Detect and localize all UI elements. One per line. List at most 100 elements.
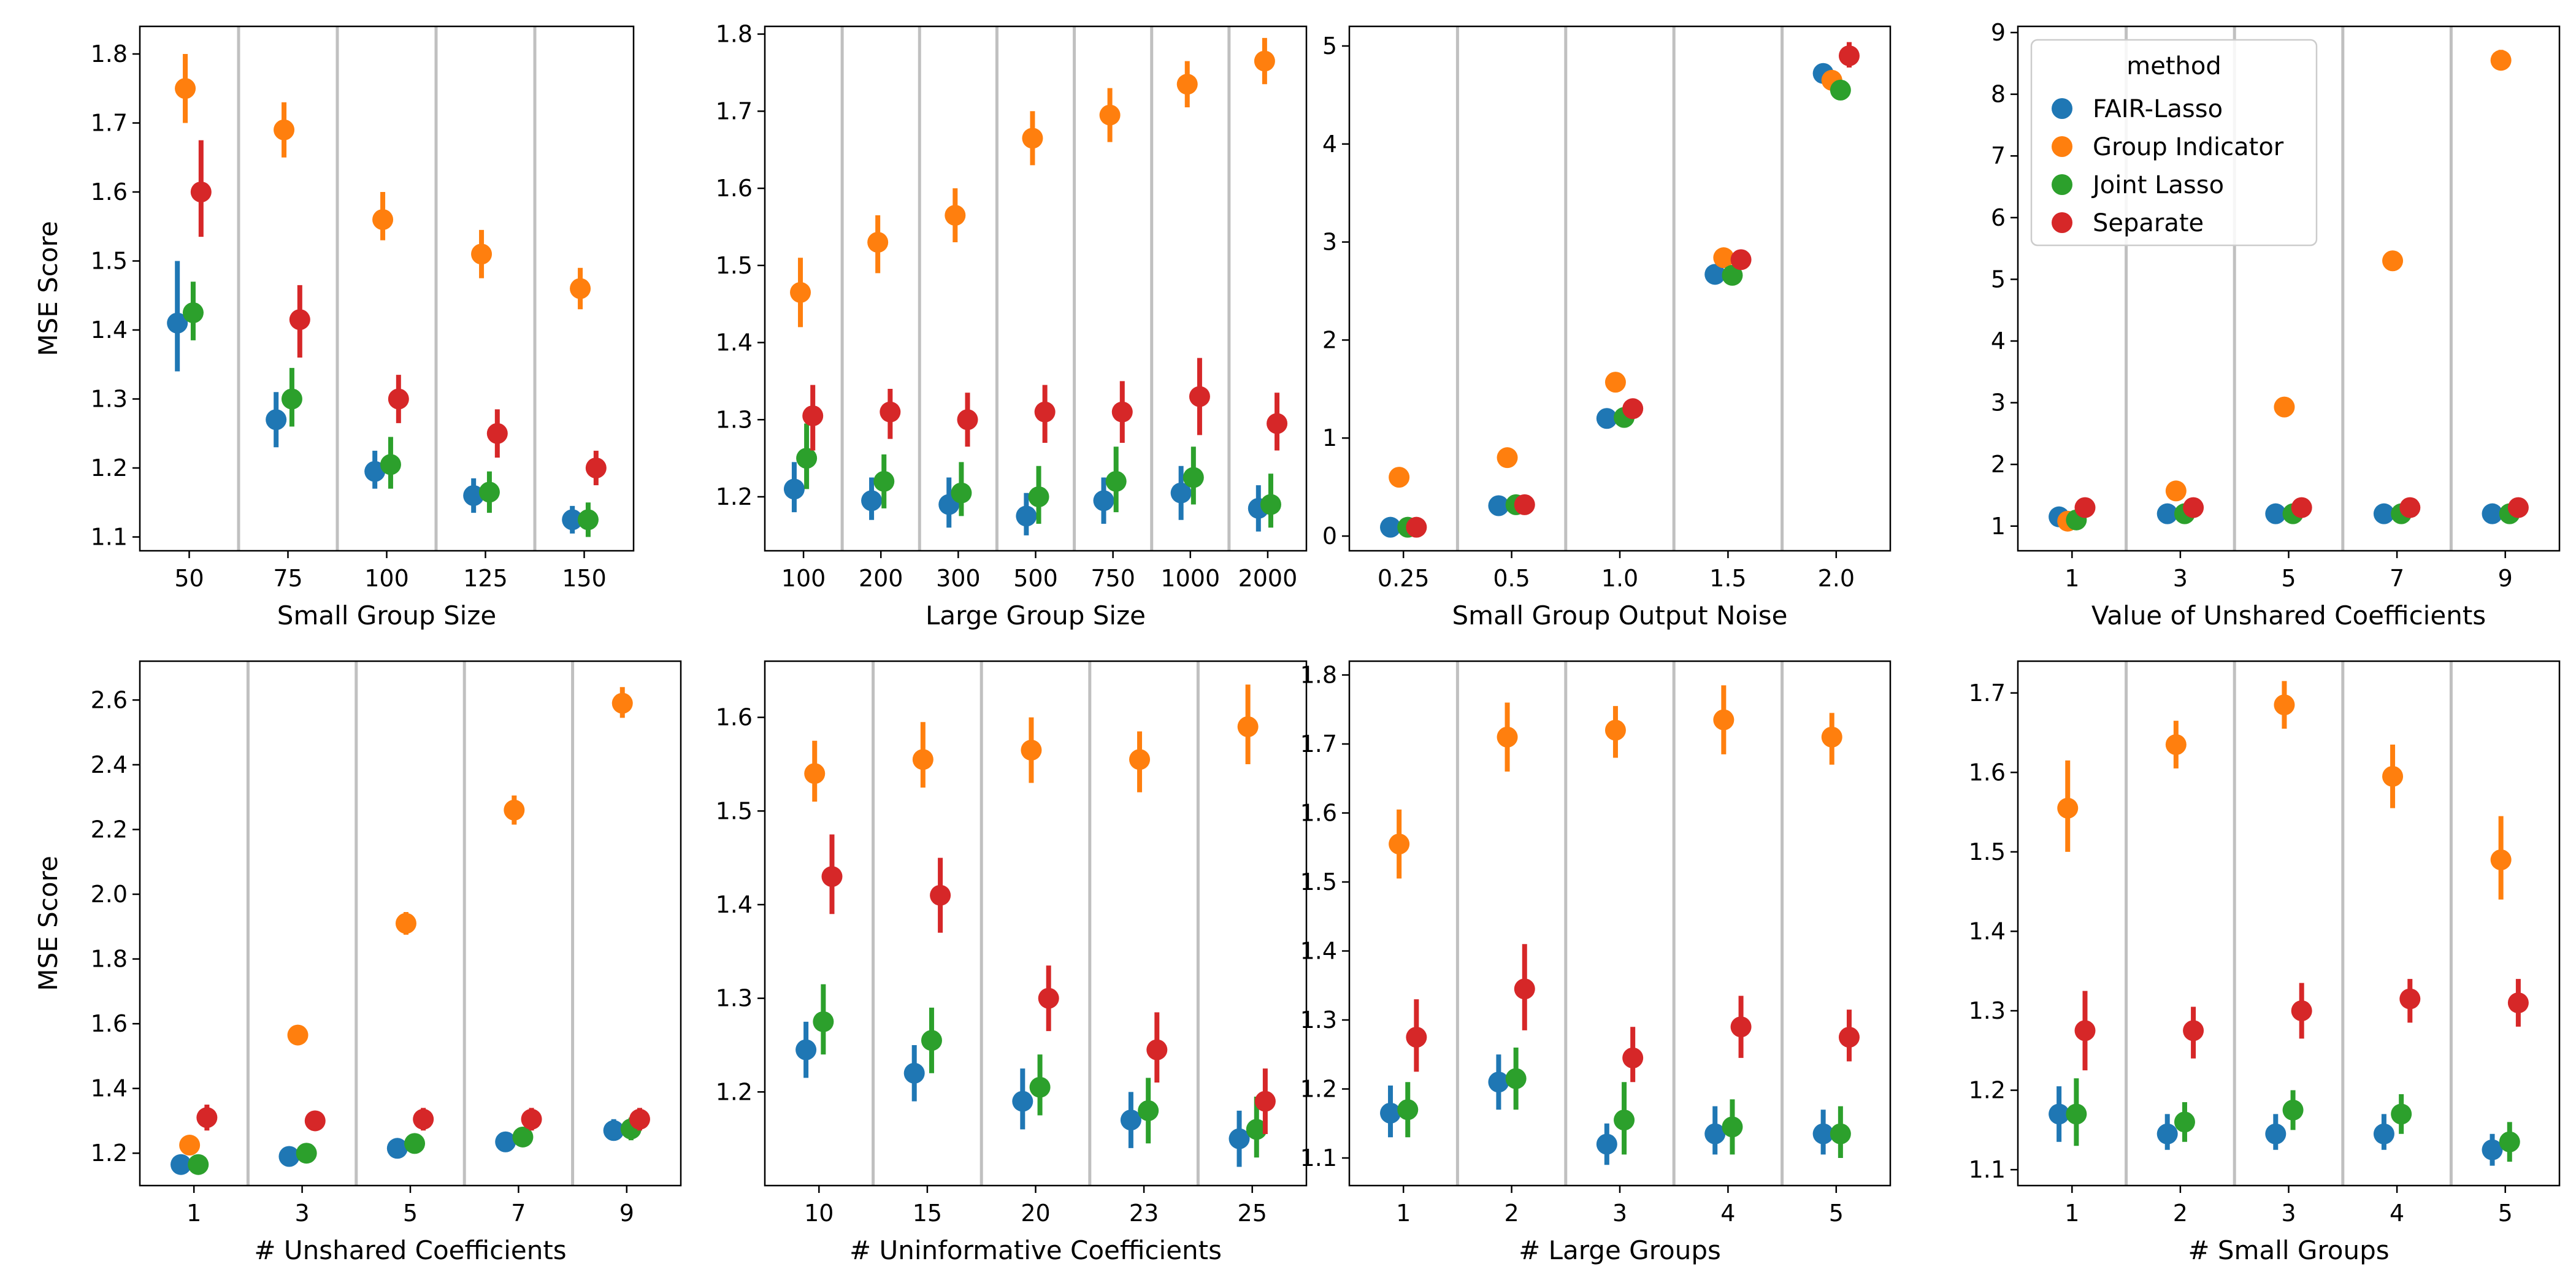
- data-point: [2482, 503, 2503, 524]
- data-point: [1812, 1123, 1834, 1144]
- x-axis-label: Small Group Size: [277, 600, 496, 631]
- y-tick-label: 1.8: [716, 21, 753, 48]
- data-point: [478, 481, 500, 503]
- data-point: [1016, 505, 1037, 527]
- data-point: [504, 799, 525, 821]
- data-point: [813, 1011, 834, 1032]
- data-point: [2391, 1103, 2412, 1125]
- data-point: [1622, 1047, 1644, 1068]
- chart-panel-3: 0 1 2 3 4 5 0.25 0.5 1.0 1.5 2.0 Small Group Output…: [1322, 25, 1892, 631]
- x-axis-label: # Unshared Coefficients: [254, 1235, 566, 1265]
- data-point: [903, 1062, 925, 1084]
- x-tick-label: 150: [562, 565, 607, 592]
- plot-area: [1349, 26, 1890, 551]
- x-tick-label: 750: [1091, 565, 1135, 592]
- data-point: [1105, 470, 1127, 492]
- data-point: [1120, 1110, 1141, 1131]
- data-point: [196, 1107, 218, 1129]
- x-tick-label: 20: [1021, 1200, 1050, 1227]
- x-tick-label: 1: [2064, 1200, 2079, 1227]
- x-tick-label: 3: [295, 1200, 310, 1227]
- data-point: [1488, 1071, 1509, 1093]
- data-point: [1406, 516, 1427, 538]
- x-tick-label: 3: [1612, 1200, 1627, 1227]
- data-point: [1099, 104, 1121, 126]
- x-tick-label: 200: [859, 565, 903, 592]
- y-tick-label: 1.2: [716, 483, 753, 510]
- legend-marker: [2052, 136, 2072, 157]
- data-point: [2049, 1103, 2070, 1125]
- data-point: [1497, 447, 1518, 469]
- y-tick-label: 1.6: [91, 1010, 128, 1037]
- y-tick-label: 3: [1991, 389, 2006, 416]
- plot-area: [765, 661, 1306, 1186]
- y-tick-label: 1.7: [1300, 730, 1337, 757]
- x-tick-label: 1000: [1160, 565, 1220, 592]
- legend-entry: FAIR-Lasso: [2093, 95, 2223, 123]
- data-point: [804, 763, 826, 784]
- data-point: [1389, 834, 1410, 855]
- x-tick-label: 10: [804, 1200, 834, 1227]
- x-axis-label: Large Group Size: [926, 600, 1146, 631]
- data-point: [930, 884, 951, 906]
- data-point: [2274, 396, 2295, 418]
- data-point: [783, 478, 805, 500]
- plot-area: [2018, 661, 2559, 1186]
- x-tick-label: 3: [2173, 565, 2188, 592]
- x-axis-label: # Large Groups: [1519, 1235, 1721, 1265]
- data-point: [873, 470, 895, 492]
- data-point: [867, 232, 889, 253]
- data-point: [1730, 249, 1752, 270]
- data-point: [880, 401, 901, 423]
- x-axis-label: # Small Groups: [2188, 1235, 2389, 1265]
- legend-entry: Group Indicator: [2093, 133, 2284, 161]
- data-point: [2507, 497, 2529, 518]
- y-tick-label: 1.6: [91, 178, 128, 205]
- data-point: [1838, 1027, 1860, 1048]
- data-point: [1596, 408, 1617, 429]
- x-tick-label: 7: [511, 1200, 526, 1227]
- x-axis-label: Small Group Output Noise: [1452, 600, 1788, 631]
- x-tick-label: 0.25: [1378, 565, 1430, 592]
- chart-panel-2: 1.2 1.3 1.4 1.5 1.6 1.7 1.8 100 200 300 500 750 1000…: [716, 21, 1308, 631]
- data-point: [951, 482, 972, 504]
- data-point: [266, 409, 287, 431]
- data-point: [2482, 1139, 2503, 1160]
- data-point: [790, 282, 811, 303]
- y-axis-label: MSE Score: [33, 221, 63, 356]
- data-point: [570, 278, 591, 299]
- plot-area: [765, 26, 1306, 551]
- data-point: [802, 405, 824, 426]
- y-tick-label: 2: [1991, 451, 2006, 478]
- y-tick-label: 3: [1322, 229, 1337, 256]
- data-point: [386, 1138, 408, 1159]
- data-point: [1028, 486, 1049, 507]
- x-tick-label: 1.5: [1709, 565, 1746, 592]
- data-point: [1622, 398, 1644, 420]
- y-tick-label: 0: [1322, 523, 1337, 550]
- y-tick-label: 1.7: [91, 110, 128, 137]
- data-point: [1488, 495, 1509, 516]
- data-point: [603, 1120, 624, 1141]
- y-tick-label: 8: [1991, 81, 2006, 108]
- data-point: [2174, 1111, 2195, 1133]
- data-point: [1034, 401, 1056, 423]
- x-tick-label: 100: [364, 565, 409, 592]
- x-tick-label: 23: [1129, 1200, 1159, 1227]
- y-tick-label: 1.5: [1300, 868, 1337, 895]
- legend-entry: Separate: [2093, 209, 2204, 237]
- x-axis-label: # Uninformative Coefficients: [849, 1235, 1222, 1265]
- y-tick-label: 1.4: [716, 891, 753, 918]
- data-point: [495, 1131, 516, 1152]
- data-point: [190, 182, 212, 202]
- y-tick-label: 2.0: [91, 881, 128, 908]
- chart-panel-6: 1.2 1.3 1.4 1.5 1.6 10 15 20 23 25 # Uninformative…: [716, 660, 1308, 1265]
- data-point: [2274, 694, 2295, 716]
- y-tick-label: 1: [1991, 513, 2006, 540]
- data-point: [1254, 50, 1275, 72]
- data-point: [274, 119, 295, 140]
- y-tick-label: 7: [1991, 142, 2006, 169]
- y-tick-label: 5: [1991, 266, 2006, 293]
- x-tick-label: 5: [1829, 1200, 1844, 1227]
